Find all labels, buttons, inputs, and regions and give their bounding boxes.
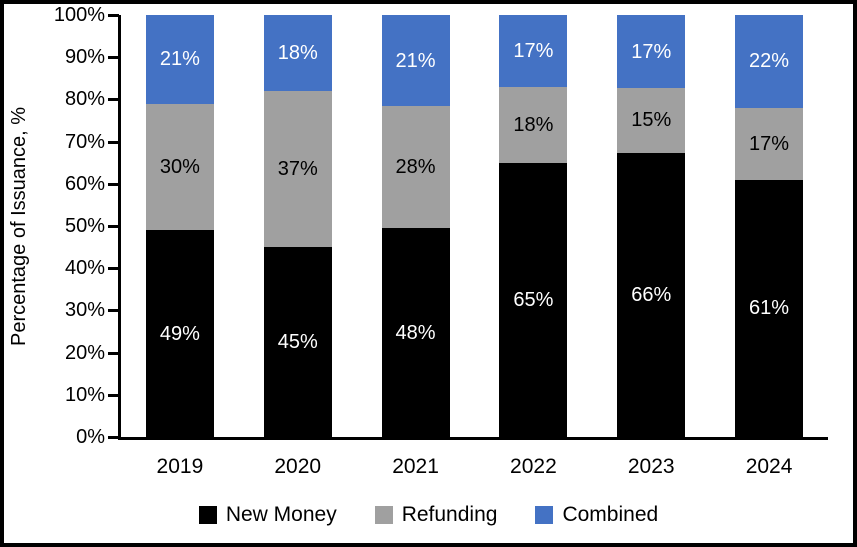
y-tick-label: 10% [64, 383, 105, 406]
y-tick-label: 80% [64, 88, 105, 111]
legend-item-combined: Combined [535, 503, 658, 527]
bar-slot-2020: 18% 37% 45% [239, 15, 357, 437]
bar-segment-new-money-2021: 48% [381, 228, 450, 437]
legend-label-combined: Combined [562, 503, 659, 526]
bar-segment-combined-2022: 17% [499, 15, 568, 87]
x-axis-label-2023: 2023 [627, 455, 675, 478]
bar-group-2021: 21% 28% 48% [381, 15, 450, 437]
x-axis-label-2022: 2022 [510, 455, 557, 478]
bar-value-label: 17% [513, 39, 554, 62]
bar-segment-new-money-2019: 49% [145, 230, 214, 437]
bar-segment-new-money-2022: 65% [499, 162, 568, 437]
bar-segment-refunding-2022: 18% [499, 86, 568, 163]
y-tick-label: 40% [64, 257, 105, 280]
legend-swatch-refunding [374, 506, 393, 524]
x-axis-label-2019: 2019 [156, 455, 204, 478]
bar-segment-refunding-2023: 15% [617, 88, 686, 153]
bar-value-label: 61% [749, 297, 790, 320]
x-axis-labels: 2019 2020 2021 2022 2023 2024 [121, 455, 828, 479]
bar-segment-new-money-2024: 61% [735, 179, 804, 437]
bar-value-label: 21% [395, 49, 436, 72]
bar-segment-refunding-2020: 37% [263, 90, 332, 248]
bar-value-label: 15% [631, 109, 672, 132]
x-axis-label-2021: 2021 [392, 455, 439, 478]
legend-item-refunding: Refunding [374, 503, 498, 527]
y-tick-mark [108, 14, 119, 17]
y-tick-label: 60% [64, 172, 105, 195]
bars-container: 21% 30% 49% 18% 37% 45% 21% 28% 48% 17% 18% 65% 17% 1… [121, 15, 828, 437]
legend-label-refunding: Refunding [401, 503, 498, 526]
bar-group-2022: 17% 18% 65% [499, 15, 568, 437]
legend-swatch-new-money [198, 506, 217, 524]
bar-value-label: 49% [159, 322, 200, 345]
bar-value-label: 65% [513, 288, 554, 311]
legend-item-new-money: New Money [198, 503, 337, 527]
bar-value-label: 18% [513, 113, 554, 136]
bar-segment-new-money-2020: 45% [263, 247, 332, 437]
bar-group-2020: 18% 37% 45% [263, 15, 332, 437]
bar-value-label: 45% [277, 331, 318, 354]
bar-segment-combined-2023: 17% [617, 15, 686, 89]
bar-segment-refunding-2021: 28% [381, 106, 450, 229]
legend: New Money Refunding Combined [4, 503, 853, 527]
bar-segment-refunding-2024: 17% [735, 107, 804, 180]
bar-group-2023: 17% 15% 66% [617, 15, 686, 437]
bar-segment-combined-2019: 21% [145, 15, 214, 104]
bar-value-label: 21% [159, 48, 200, 71]
x-axis-label-2024: 2024 [745, 455, 793, 478]
bar-value-label: 37% [277, 158, 318, 181]
y-tick-label: 30% [64, 299, 105, 322]
bar-segment-refunding-2019: 30% [145, 103, 214, 231]
y-tick-mark [108, 56, 119, 60]
bar-slot-2023: 17% 15% 66% [592, 15, 710, 437]
bar-value-label: 66% [631, 283, 672, 306]
y-tick-label: 100% [53, 4, 105, 26]
bar-value-label: 17% [749, 132, 790, 155]
bar-segment-combined-2020: 18% [263, 15, 332, 91]
bar-value-label: 28% [395, 156, 436, 179]
bar-segment-combined-2024: 22% [735, 15, 804, 108]
y-tick-mark [108, 393, 119, 397]
y-tick-mark [108, 267, 119, 271]
y-tick-mark [108, 182, 119, 186]
bar-group-2024: 22% 17% 61% [735, 15, 804, 437]
bar-group-2019: 21% 30% 49% [145, 15, 214, 437]
bar-value-label: 18% [277, 41, 318, 64]
x-axis-label-2020: 2020 [274, 455, 322, 478]
y-tick-mark [108, 225, 119, 228]
bar-segment-combined-2021: 21% [381, 15, 450, 107]
bar-value-label: 30% [159, 155, 200, 178]
y-tick-label: 50% [64, 215, 105, 237]
plot-area: 21% 30% 49% 18% 37% 45% 21% 28% 48% 17% 18% 65% 17% 1… [118, 15, 828, 440]
bar-value-label: 22% [749, 50, 790, 73]
y-tick-mark [108, 98, 119, 102]
bar-slot-2024: 22% 17% 61% [710, 15, 828, 437]
y-tick-mark [108, 140, 119, 144]
legend-swatch-combined [535, 506, 554, 524]
bar-slot-2019: 21% 30% 49% [121, 15, 239, 437]
bar-value-label: 17% [631, 40, 672, 63]
y-tick-label: 20% [64, 341, 105, 364]
y-tick-mark [108, 351, 119, 355]
bar-slot-2022: 17% 18% 65% [474, 15, 592, 437]
bar-slot-2021: 21% 28% 48% [357, 15, 475, 437]
y-tick-label: 0% [76, 426, 105, 448]
bar-value-label: 48% [395, 321, 436, 344]
y-tick-label: 70% [64, 130, 105, 153]
bar-segment-new-money-2023: 66% [617, 152, 686, 437]
y-tick-mark [108, 309, 119, 313]
y-tick-mark [108, 436, 119, 439]
legend-label-new-money: New Money [225, 503, 337, 526]
y-tick-label: 90% [64, 46, 105, 69]
